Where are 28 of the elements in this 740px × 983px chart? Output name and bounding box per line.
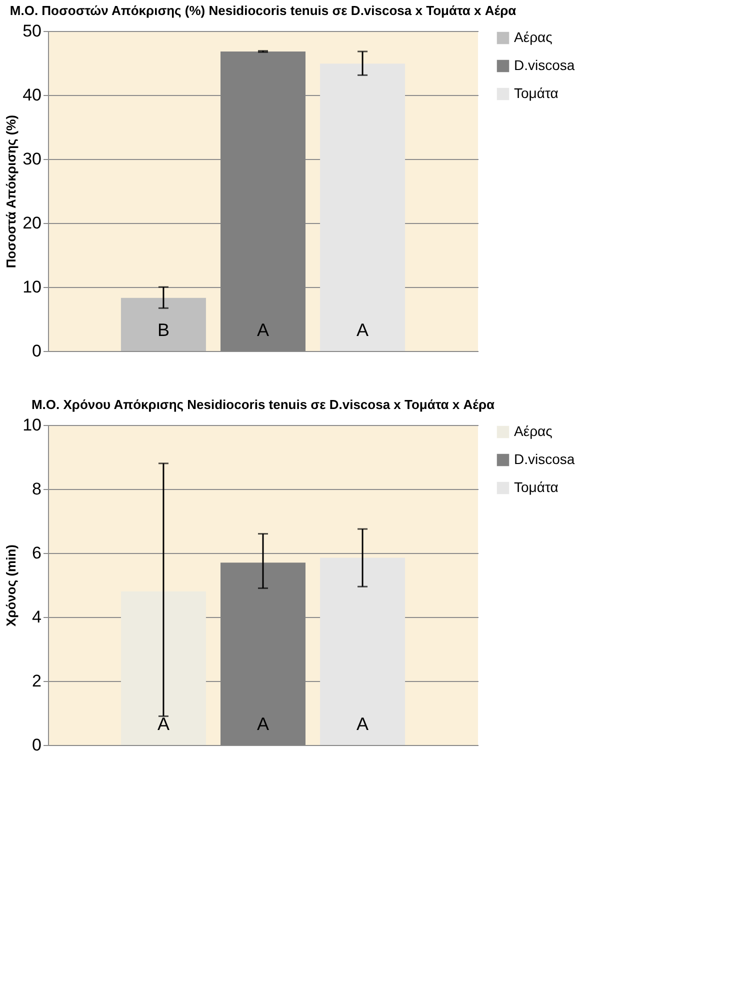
y-tick-label: 8: [32, 480, 42, 498]
y-tick-label: 6: [32, 544, 42, 562]
legend-label: D.viscosa: [514, 451, 575, 467]
y-tick-label: 50: [22, 22, 42, 40]
legend-label: Τομάτα: [514, 85, 558, 101]
y-tick-label: 4: [32, 608, 42, 626]
annotation: A: [157, 714, 170, 734]
annotation: A: [356, 714, 369, 734]
y-tick-label: 0: [32, 736, 42, 754]
y-tick-label: 2: [32, 672, 42, 690]
legend-label: Τομάτα: [514, 479, 558, 495]
y-tick-label: 10: [22, 278, 42, 296]
y-tick-label: 30: [22, 150, 42, 168]
y-axis-title: Ποσοστά Απόκρισης (%): [4, 114, 19, 268]
legend-label: Αέρας: [514, 29, 553, 45]
y-tick-label: 0: [32, 342, 42, 360]
annotation: A: [356, 320, 369, 340]
annotation: A: [256, 320, 270, 340]
annotation: A: [256, 714, 270, 734]
annotation: B: [157, 320, 170, 340]
y-axis-title: Χρόνος (min): [4, 544, 19, 626]
chart-title: Μ.Ο. Χρόνου Απόκρισης Nesidiocoris tenuis σε D.viscosa x Τομάτα x Αέρα: [31, 397, 495, 412]
chart-title: Μ.Ο. Ποσοστών Απόκρισης (%) Nesidiocoris tenuis σε D.viscosa x Τομάτα x Αέρα: [10, 3, 516, 18]
y-tick-label: 20: [22, 214, 42, 232]
y-tick-label: 40: [22, 86, 42, 104]
legend-label: D.viscosa: [514, 57, 575, 73]
legend-label: Αέρας: [514, 423, 553, 439]
y-tick-label: 10: [22, 416, 42, 434]
